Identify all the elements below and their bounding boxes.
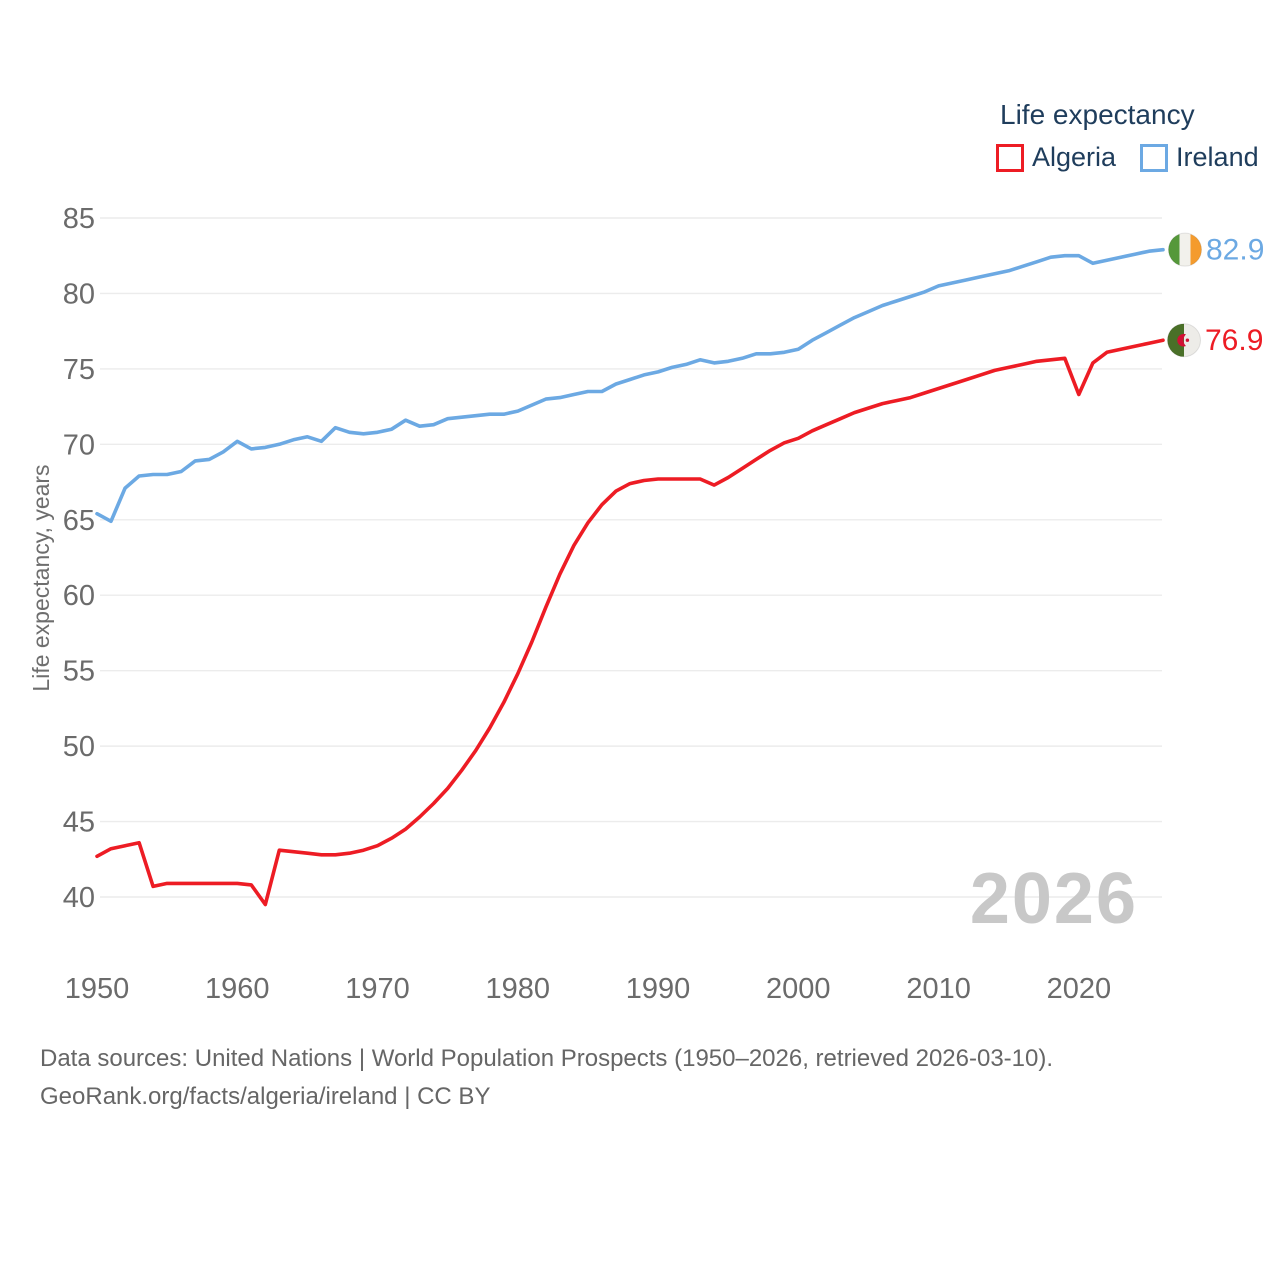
end-label-algeria: 76.9 [1205,324,1263,357]
footer-line-1: Data sources: United Nations | World Pop… [40,1045,1054,1072]
x-tick-label: 2000 [766,973,831,1005]
legend-label-ireland: Ireland [1176,142,1259,172]
footer: Data sources: United Nations | World Pop… [40,1040,1053,1116]
y-tick-label: 45 [63,807,95,839]
end-label-ireland: 82.9 [1206,234,1264,267]
y-tick-label: 85 [63,203,95,235]
legend-label-algeria: Algeria [1032,142,1117,172]
ireland-flag-icon [1168,233,1202,267]
y-tick-label: 80 [63,278,95,310]
y-axis-title: Life expectancy, years [28,464,54,692]
x-tick-label: 2010 [906,973,971,1005]
y-tick-label: 65 [63,505,95,537]
x-tick-label: 1990 [626,973,691,1005]
x-tick-label: 1950 [65,973,130,1005]
legend-items: Algeria Ireland [996,142,1259,173]
y-tick-label: 60 [63,580,95,612]
y-tick-label: 75 [63,354,95,386]
x-tick-label: 2020 [1047,973,1112,1005]
ireland-line [95,247,1165,524]
legend-item-ireland[interactable]: Ireland [1140,142,1259,173]
algeria-flag-ring [1167,323,1201,358]
algeria-line [95,338,1165,907]
x-tick-label: 1980 [486,973,551,1005]
ireland-flag-ring [1168,232,1202,267]
footer-line-2: GeoRank.org/facts/algeria/ireland | CC B… [40,1083,491,1110]
y-tick-label: 50 [63,731,95,763]
x-tick-label: 1960 [205,973,270,1005]
x-tick-label: 1970 [345,973,410,1005]
legend-item-algeria[interactable]: Algeria [996,142,1116,173]
y-tick-label: 55 [63,656,95,688]
legend: Life expectancy Algeria Ireland [996,98,1259,173]
chart-watermark: 2026 [970,859,1138,939]
y-tick-label: 40 [63,882,95,914]
algeria-swatch-icon [996,143,1024,172]
y-tick-label: 70 [63,429,95,461]
legend-title: Life expectancy [1000,99,1195,130]
ireland-swatch-icon [1140,143,1169,172]
algeria-flag-icon [1167,323,1201,357]
